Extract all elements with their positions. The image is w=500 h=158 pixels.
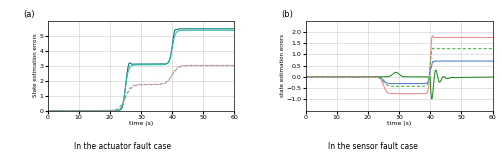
X-axis label: time (s): time (s)	[129, 121, 153, 126]
Text: In the actuator fault case: In the actuator fault case	[74, 142, 171, 151]
Y-axis label: State estimation errors: State estimation errors	[33, 34, 38, 97]
Text: (b): (b)	[281, 10, 293, 19]
Text: In the sensor fault case: In the sensor fault case	[328, 142, 418, 151]
Y-axis label: state estimation errors: state estimation errors	[280, 34, 285, 97]
X-axis label: time (s): time (s)	[387, 121, 411, 126]
Text: (a): (a)	[23, 10, 35, 19]
